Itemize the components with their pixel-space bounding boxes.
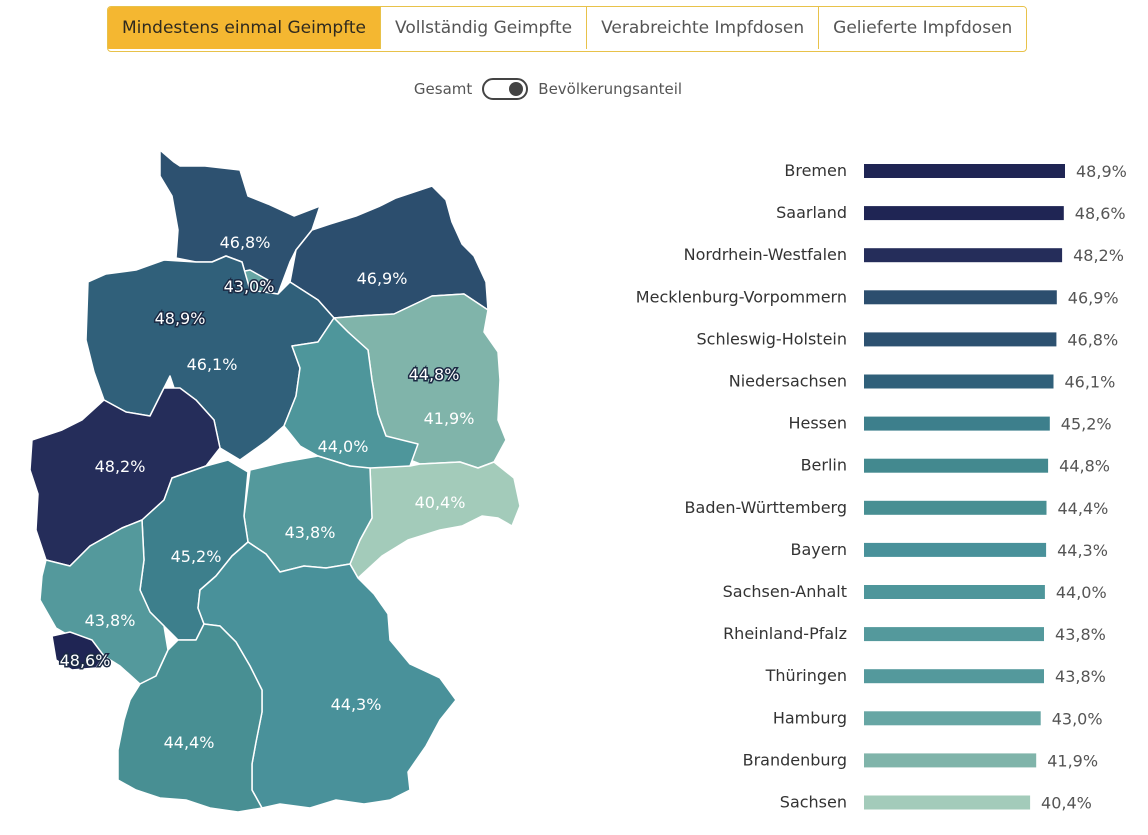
region-label-niedersachsen: 46,1% xyxy=(187,355,238,374)
toggle-switch[interactable] xyxy=(482,78,529,100)
bar-value-brandenburg: 41,9% xyxy=(1047,751,1098,770)
region-saarland[interactable] xyxy=(51,631,105,671)
region-label-bayern: 44,3% xyxy=(331,695,382,714)
toggle-right-label: Bevölkerungsanteil xyxy=(538,80,683,98)
bar-value-hessen: 45,2% xyxy=(1061,415,1112,434)
bar-value-rheinland-pfalz: 43,8% xyxy=(1055,625,1106,644)
bar-label-mecklenburg-vorpommern: Mecklenburg-Vorpommern xyxy=(636,287,847,306)
region-label-thueringen: 43,8% xyxy=(285,523,336,542)
tab-administered-doses[interactable]: Verabreichte Impfdosen xyxy=(587,7,820,49)
region-label-bremen: 48,9% xyxy=(155,309,206,328)
region-baden-wuerttemberg[interactable] xyxy=(117,623,263,813)
bar-value-bremen: 48,9% xyxy=(1076,162,1127,181)
bar-thueringen[interactable] xyxy=(864,669,1044,684)
region-sachsen[interactable] xyxy=(349,461,521,579)
bar-brandenburg[interactable] xyxy=(864,753,1037,768)
bar-hessen[interactable] xyxy=(864,416,1050,431)
bar-value-sachsen: 40,4% xyxy=(1041,794,1092,813)
region-label-rheinland-pfalz: 43,8% xyxy=(85,611,136,630)
region-label-schleswig-holstein: 46,8% xyxy=(220,233,271,252)
bar-saarland[interactable] xyxy=(864,206,1064,221)
bar-niedersachsen[interactable] xyxy=(864,374,1054,389)
bar-value-mecklenburg-vorpommern: 46,9% xyxy=(1068,288,1119,307)
region-label-berlin: 44,8% xyxy=(409,365,460,384)
bar-label-sachsen: Sachsen xyxy=(780,793,847,812)
bar-value-baden-wuerttemberg: 44,4% xyxy=(1058,499,1109,518)
bar-label-bremen: Bremen xyxy=(784,161,847,180)
bar-label-bayern: Bayern xyxy=(790,540,847,559)
bar-value-berlin: 44,8% xyxy=(1059,457,1110,476)
bar-hamburg[interactable] xyxy=(864,711,1041,726)
region-label-hessen: 45,2% xyxy=(171,547,222,566)
region-label-brandenburg: 41,9% xyxy=(424,409,475,428)
bar-value-schleswig-holstein: 46,8% xyxy=(1067,330,1118,349)
bar-value-saarland: 48,6% xyxy=(1075,204,1126,223)
bar-value-hamburg: 43,0% xyxy=(1052,709,1103,728)
bar-label-thueringen: Thüringen xyxy=(765,666,847,685)
tab-fully-vaccinated[interactable]: Vollständig Geimpfte xyxy=(381,7,588,49)
region-label-nordrhein-westfalen: 48,2% xyxy=(95,457,146,476)
bar-sachsen-anhalt[interactable] xyxy=(864,585,1045,599)
bar-value-sachsen-anhalt: 44,0% xyxy=(1056,583,1107,602)
bar-value-niedersachsen: 46,1% xyxy=(1064,373,1115,392)
toggle-knob xyxy=(509,82,524,96)
bar-label-rheinland-pfalz: Rheinland-Pfalz xyxy=(723,624,847,643)
bar-nordrhein-westfalen[interactable] xyxy=(864,248,1063,263)
toggle-left-label: Gesamt xyxy=(413,80,473,98)
bar-label-hamburg: Hamburg xyxy=(773,708,847,727)
bar-berlin[interactable] xyxy=(864,458,1049,473)
bar-value-nordrhein-westfalen: 48,2% xyxy=(1073,246,1124,265)
bar-bayern[interactable] xyxy=(864,542,1047,557)
bar-sachsen[interactable] xyxy=(864,795,1031,810)
region-label-sachsen-anhalt: 44,0% xyxy=(318,437,369,456)
metric-tabs: Mindestens einmal Geimpfte Vollständig G… xyxy=(107,6,1028,52)
bar-value-thueringen: 43,8% xyxy=(1055,667,1106,686)
bar-chart: Bremen 48,9% Saarland 48,6% Nordrhein-Westfa… xyxy=(636,161,1127,813)
bar-mecklenburg-vorpommern[interactable] xyxy=(864,290,1057,305)
region-label-mecklenburg-vorpommern: 46,9% xyxy=(357,269,408,288)
bar-baden-wuerttemberg[interactable] xyxy=(864,500,1047,515)
bar-label-brandenburg: Brandenburg xyxy=(743,750,847,769)
bar-label-berlin: Berlin xyxy=(801,456,847,475)
bar-label-saarland: Saarland xyxy=(776,203,847,222)
tab-delivered-doses[interactable]: Gelieferte Impfdosen xyxy=(819,7,1027,49)
germany-map: 46,8% 43,0% 46,9% 48,9% 46,1% 44,8% 41,9% 44,0%… xyxy=(29,149,521,813)
bar-bremen[interactable] xyxy=(864,164,1065,178)
bar-label-niedersachsen: Niedersachsen xyxy=(729,372,847,391)
region-label-saarland: 48,6% xyxy=(60,651,111,670)
bar-value-bayern: 44,3% xyxy=(1057,541,1108,560)
region-label-baden-wuerttemberg: 44,4% xyxy=(164,733,215,752)
region-schleswig-holstein[interactable] xyxy=(159,149,321,295)
region-label-hamburg: 43,0% xyxy=(224,277,275,296)
bar-rheinland-pfalz[interactable] xyxy=(864,627,1044,642)
view-toggle: Gesamt Bevölkerungsanteil xyxy=(0,78,1096,100)
bar-label-schleswig-holstein: Schleswig-Holstein xyxy=(697,329,847,348)
bar-schleswig-holstein[interactable] xyxy=(864,332,1057,347)
bar-label-sachsen-anhalt: Sachsen-Anhalt xyxy=(723,582,847,601)
tab-first-dose[interactable]: Mindestens einmal Geimpfte xyxy=(108,7,382,49)
bar-label-nordrhein-westfalen: Nordrhein-Westfalen xyxy=(684,245,847,264)
bar-label-hessen: Hessen xyxy=(788,414,847,433)
bar-label-baden-wuerttemberg: Baden-Württemberg xyxy=(685,498,847,517)
region-label-sachsen: 40,4% xyxy=(415,493,466,512)
